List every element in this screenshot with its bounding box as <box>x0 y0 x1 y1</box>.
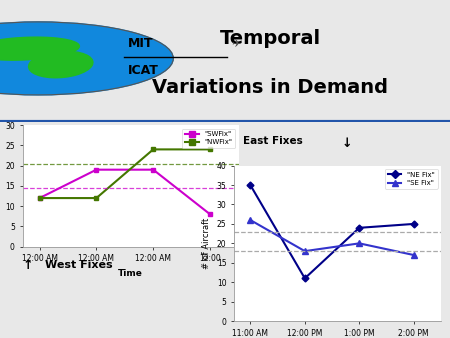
Circle shape <box>0 22 173 95</box>
X-axis label: Time: Time <box>118 269 143 278</box>
Text: East Fixes: East Fixes <box>243 136 303 146</box>
Text: ICAT: ICAT <box>128 64 159 77</box>
Text: ↑: ↑ <box>22 259 33 272</box>
Text: MIT: MIT <box>128 37 154 50</box>
Legend: "SWFix", "NWFix": "SWFix", "NWFix" <box>182 128 235 148</box>
Text: ✈: ✈ <box>232 39 241 49</box>
Text: ↓: ↓ <box>342 137 352 150</box>
Ellipse shape <box>28 51 93 78</box>
Text: Variations in Demand: Variations in Demand <box>152 78 388 97</box>
Ellipse shape <box>0 37 79 60</box>
Y-axis label: # of Aircraft: # of Aircraft <box>202 218 211 269</box>
Text: West Fixes: West Fixes <box>45 260 112 270</box>
Legend: "NE Fix", "SE Fix": "NE Fix", "SE Fix" <box>385 169 437 189</box>
Text: Temporal: Temporal <box>220 29 320 48</box>
